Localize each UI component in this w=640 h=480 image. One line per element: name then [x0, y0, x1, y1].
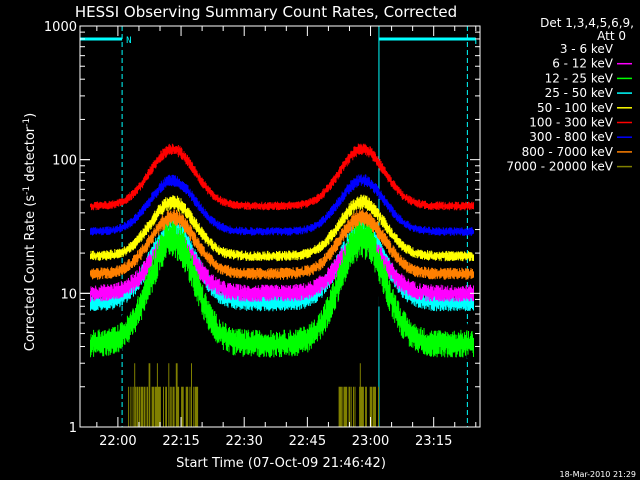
- legend-entry: 7000 - 20000 keV: [506, 160, 632, 174]
- series-100-300-kev: [90, 143, 474, 211]
- y-axis-label-mid: detector: [23, 126, 38, 186]
- series-300-800-kev: [90, 174, 474, 236]
- legend-entry: 100 - 300 keV: [529, 116, 632, 130]
- legend-header-2: Att 0: [597, 29, 626, 43]
- legend-label: 7000 - 20000 keV: [506, 160, 613, 174]
- plot-frame: [79, 25, 481, 428]
- legend-label: 300 - 800 keV: [529, 130, 613, 144]
- x-tick-label: 22:15: [162, 434, 199, 449]
- series-7000-20000-kev: [128, 363, 379, 427]
- legend-entry: 50 - 100 keV: [537, 101, 632, 115]
- legend-header-1: Det 1,3,4,5,6,9,: [540, 16, 634, 30]
- legend-label: 50 - 100 keV: [537, 101, 614, 115]
- legend-entry: 300 - 800 keV: [529, 130, 632, 144]
- saa-label: N: [126, 36, 131, 46]
- x-tick-label: 23:00: [352, 434, 389, 449]
- legend-entry: 12 - 25 keV: [545, 71, 632, 85]
- legend-label: 25 - 50 keV: [545, 86, 614, 100]
- x-tick-label: 23:15: [415, 434, 452, 449]
- axes: 1 10 100 1000 22:00 22:15 22:30 22:45 23:00 23:15: [44, 20, 480, 449]
- chart-title: HESSI Observing Summary Count Rates, Cor…: [75, 3, 457, 21]
- y-axis-label-sup-2: -1: [22, 118, 32, 127]
- legend-label: 3 - 6 keV: [560, 42, 614, 56]
- y-tick-label: 100: [52, 154, 77, 169]
- legend-label: 100 - 300 keV: [529, 116, 613, 130]
- legend-entry: 6 - 12 keV: [552, 57, 632, 71]
- series-50-100-kev: [90, 194, 474, 262]
- x-axis-label: Start Time (07-Oct-09 21:46:42): [176, 456, 386, 471]
- y-axis-label: Corrected Count Rate (s-1 detector-1): [22, 113, 38, 351]
- series-12-25-kev: [90, 218, 474, 358]
- timestamp: 18-Mar-2010 21:29: [560, 470, 637, 479]
- y-tick-label: 1000: [44, 20, 77, 35]
- y-axis-label-end: ): [23, 113, 38, 118]
- x-tick-label: 22:30: [225, 434, 262, 449]
- legend-label: 800 - 7000 keV: [522, 145, 614, 159]
- legend-entry: 800 - 7000 keV: [522, 145, 632, 159]
- y-axis-label-sup-1: -1: [22, 186, 32, 195]
- series-800-7000-kev: [90, 208, 474, 280]
- burst-1: [128, 363, 199, 427]
- legend-entry: 25 - 50 keV: [545, 86, 632, 100]
- legend-entry: 3 - 6 keV: [560, 42, 632, 56]
- burst-2: [338, 363, 379, 427]
- x-tick-label: 22:45: [289, 434, 326, 449]
- legend-label: 6 - 12 keV: [552, 57, 614, 71]
- y-axis-label-main: Corrected Count Rate (s: [23, 195, 38, 352]
- plot-area: N: [80, 26, 477, 427]
- x-tick-label: 22:00: [99, 434, 136, 449]
- y-tick-label: 10: [60, 287, 77, 302]
- y-tick-label: 1: [69, 421, 77, 436]
- legend-label: 12 - 25 keV: [545, 71, 614, 85]
